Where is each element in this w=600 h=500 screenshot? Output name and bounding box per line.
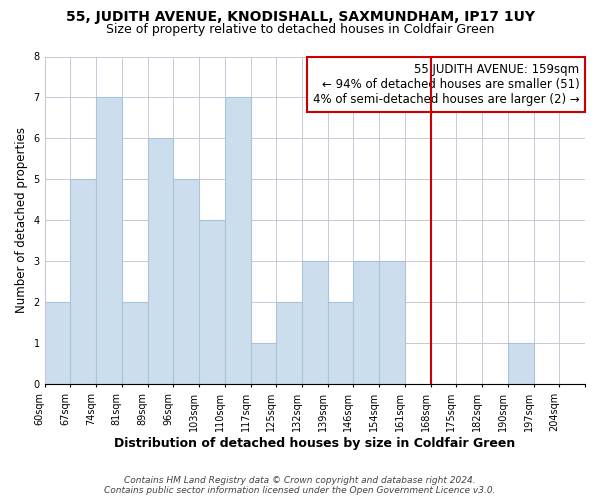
Bar — [328, 302, 353, 384]
Bar — [225, 98, 251, 385]
Y-axis label: Number of detached properties: Number of detached properties — [15, 128, 28, 314]
Bar — [148, 138, 173, 384]
Bar — [508, 344, 533, 384]
Bar — [251, 344, 276, 384]
Text: 55, JUDITH AVENUE, KNODISHALL, SAXMUNDHAM, IP17 1UY: 55, JUDITH AVENUE, KNODISHALL, SAXMUNDHA… — [65, 10, 535, 24]
Bar — [44, 302, 70, 384]
Bar — [122, 302, 148, 384]
Bar — [353, 262, 379, 384]
Bar — [70, 180, 96, 384]
X-axis label: Distribution of detached houses by size in Coldfair Green: Distribution of detached houses by size … — [114, 437, 515, 450]
Bar — [276, 302, 302, 384]
Text: Contains HM Land Registry data © Crown copyright and database right 2024.
Contai: Contains HM Land Registry data © Crown c… — [104, 476, 496, 495]
Bar — [199, 220, 225, 384]
Text: 55 JUDITH AVENUE: 159sqm
← 94% of detached houses are smaller (51)
4% of semi-de: 55 JUDITH AVENUE: 159sqm ← 94% of detach… — [313, 63, 580, 106]
Bar — [379, 262, 405, 384]
Bar — [173, 180, 199, 384]
Bar — [302, 262, 328, 384]
Text: Size of property relative to detached houses in Coldfair Green: Size of property relative to detached ho… — [106, 22, 494, 36]
Bar — [96, 98, 122, 385]
